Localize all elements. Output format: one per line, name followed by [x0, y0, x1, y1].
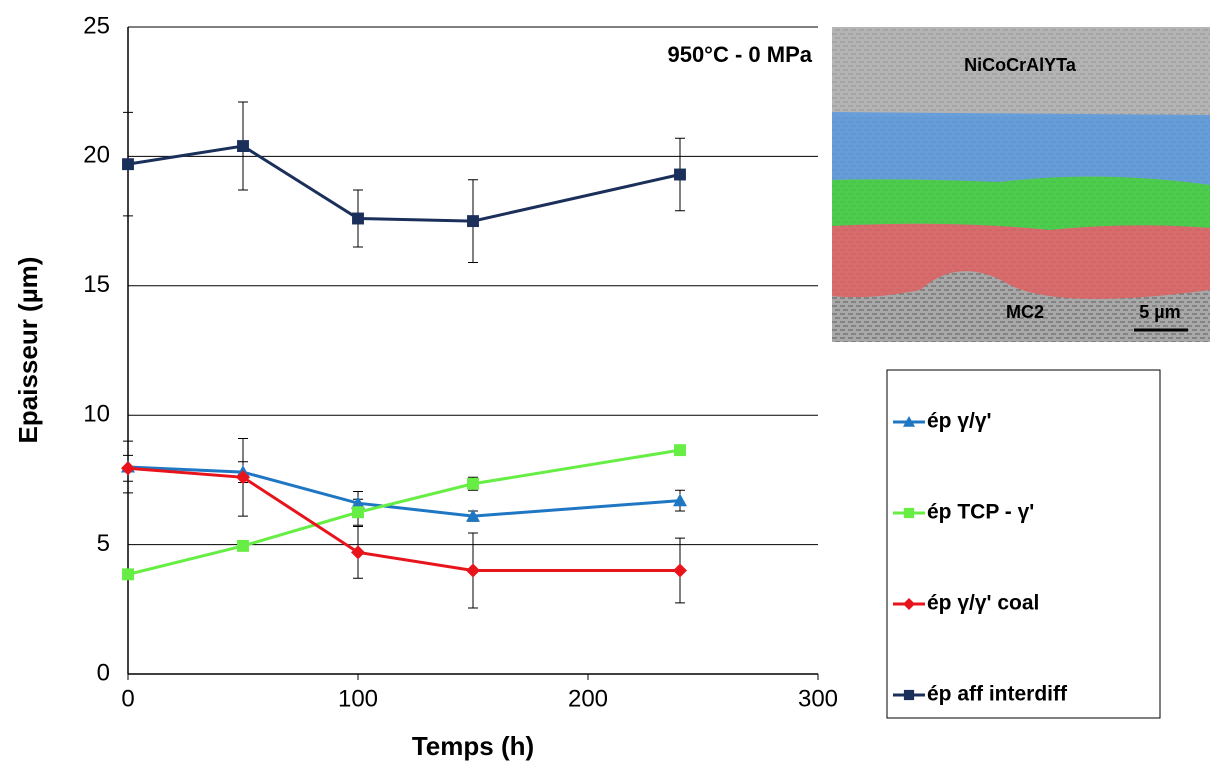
marker: [466, 563, 480, 578]
x-axis-label: Temps (h): [412, 731, 534, 761]
marker: [236, 470, 250, 485]
marker: [121, 461, 135, 476]
marker: [467, 215, 479, 228]
x-tick-label: 0: [121, 685, 134, 712]
y-tick-label: 20: [83, 142, 110, 169]
y-tick-label: 25: [83, 12, 110, 39]
image-label: 5 µm: [1139, 302, 1180, 322]
marker: [466, 509, 480, 522]
series-line: [127, 144, 681, 223]
micrograph: [832, 27, 1210, 342]
legend-label: ép aff interdiff: [927, 683, 1068, 706]
y-tick-label: 5: [97, 530, 110, 557]
marker: [122, 158, 134, 171]
legend-marker: [903, 598, 915, 610]
series-line: [127, 448, 681, 576]
marker: [674, 168, 686, 181]
marker: [352, 212, 364, 225]
marker: [351, 545, 365, 560]
legend-label: ép γ/γ' coal: [927, 592, 1039, 615]
y-tick-label: 0: [97, 659, 110, 686]
marker: [237, 539, 249, 552]
y-axis-label: Epaisseur (µm): [13, 257, 43, 444]
image-label: MC2: [1006, 302, 1044, 322]
chart-title: 950°C - 0 MPa: [667, 42, 812, 67]
marker: [352, 506, 364, 519]
y-tick-label: 15: [83, 271, 110, 298]
x-tick-label: 100: [338, 685, 378, 712]
legend: [886, 369, 1161, 719]
legend-label: ép γ/γ': [927, 410, 992, 433]
image-label: NiCoCrAlYTa: [964, 55, 1077, 75]
marker: [237, 140, 249, 152]
marker: [467, 477, 479, 490]
legend-marker: [903, 689, 915, 701]
y-tick-label: 10: [83, 401, 110, 428]
x-tick-label: 300: [798, 685, 838, 712]
marker: [674, 444, 686, 457]
legend-marker: [903, 416, 915, 427]
marker: [122, 568, 134, 581]
marker: [673, 493, 687, 507]
legend-marker: [903, 507, 915, 519]
legend-label: ép TCP - γ': [927, 501, 1034, 524]
x-tick-label: 200: [568, 685, 608, 712]
marker: [673, 563, 687, 578]
marker: [351, 496, 365, 509]
